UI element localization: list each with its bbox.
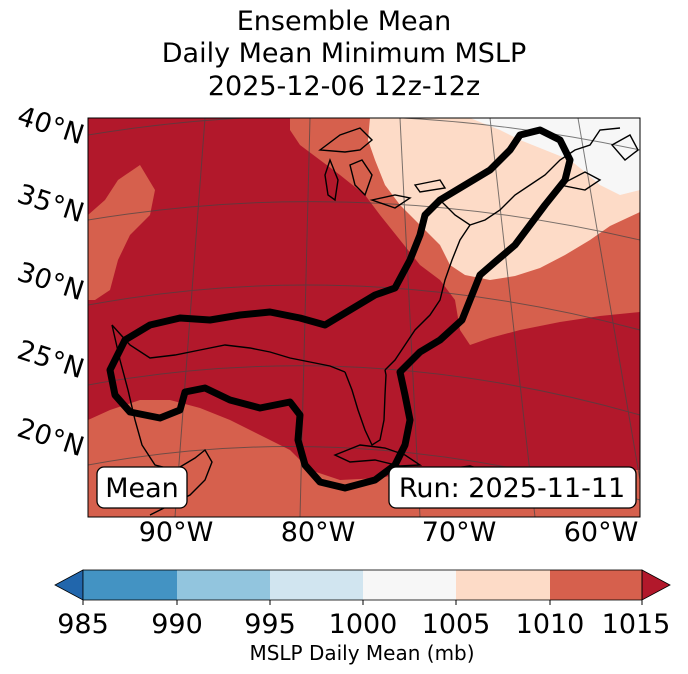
colorbar-tick-990: 990 xyxy=(151,609,203,640)
colorbar-tick-1000: 1000 xyxy=(329,609,398,640)
colorbar: 985 990 995 1000 1005 1010 1015 MSLP Dai… xyxy=(54,569,671,665)
pressure-field-1010-west xyxy=(88,165,155,300)
title-line-1: Ensemble Mean xyxy=(236,6,452,37)
title-line-2: Daily Mean Minimum MSLP xyxy=(161,38,527,69)
lat-label-40: 40°N xyxy=(13,101,87,152)
lon-label-80: 80°W xyxy=(281,517,356,548)
colorbar-seg-1010 xyxy=(550,570,642,600)
run-label-box xyxy=(388,466,637,509)
colorbar-tick-995: 995 xyxy=(244,609,296,640)
mean-label: Mean xyxy=(105,473,179,504)
colorbar-tick-1010: 1010 xyxy=(516,609,585,640)
colorbar-tick-1005: 1005 xyxy=(422,609,491,640)
highlight-contour xyxy=(106,126,574,492)
mean-label-box xyxy=(96,466,188,509)
colorbar-tick-985: 985 xyxy=(57,609,109,640)
run-label: Run: 2025-11-11 xyxy=(399,473,625,504)
lat-label-20: 20°N xyxy=(13,413,87,464)
map-frame xyxy=(87,117,641,518)
lon-label-90: 90°W xyxy=(139,517,214,548)
lat-label-25: 25°N xyxy=(13,335,87,386)
colorbar-seg-990 xyxy=(177,570,270,600)
lon-label-60: 60°W xyxy=(564,517,639,548)
colorbar-extend-low xyxy=(54,569,84,601)
lat-label-35: 35°N xyxy=(13,179,87,230)
colorbar-seg-985 xyxy=(83,570,177,600)
title-line-3: 2025-12-06 12z-12z xyxy=(207,71,481,102)
lon-label-70: 70°W xyxy=(422,517,497,548)
colorbar-seg-995 xyxy=(270,570,363,600)
colorbar-label: MSLP Daily Mean (mb) xyxy=(249,641,474,665)
colorbar-tick-1015: 1015 xyxy=(602,609,671,640)
colorbar-seg-1005 xyxy=(456,570,550,600)
colorbar-extend-high xyxy=(641,569,671,601)
colorbar-seg-1000 xyxy=(363,570,456,600)
lat-label-30: 30°N xyxy=(13,257,87,308)
pressure-field-1000 xyxy=(470,118,640,195)
